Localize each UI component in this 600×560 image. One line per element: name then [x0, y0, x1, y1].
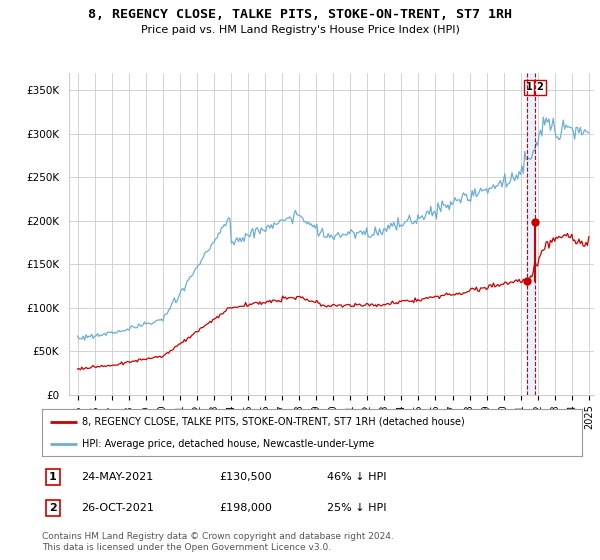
Text: 46% ↓ HPI: 46% ↓ HPI	[327, 472, 386, 482]
Text: £130,500: £130,500	[219, 472, 272, 482]
Text: Price paid vs. HM Land Registry's House Price Index (HPI): Price paid vs. HM Land Registry's House …	[140, 25, 460, 35]
Text: 1: 1	[526, 82, 533, 92]
Text: 1: 1	[49, 472, 56, 482]
Bar	[527, 73, 535, 395]
Text: Contains HM Land Registry data © Crown copyright and database right 2024.
This d: Contains HM Land Registry data © Crown c…	[42, 531, 394, 553]
Text: 26-OCT-2021: 26-OCT-2021	[81, 503, 154, 513]
Text: HPI: Average price, detached house, Newcastle-under-Lyme: HPI: Average price, detached house, Newc…	[83, 438, 375, 449]
Text: 2: 2	[49, 503, 56, 513]
Text: 24-MAY-2021: 24-MAY-2021	[81, 472, 153, 482]
Text: 8, REGENCY CLOSE, TALKE PITS, STOKE-ON-TRENT, ST7 1RH: 8, REGENCY CLOSE, TALKE PITS, STOKE-ON-T…	[88, 8, 512, 21]
Text: 2: 2	[536, 82, 543, 92]
Text: 8, REGENCY CLOSE, TALKE PITS, STOKE-ON-TRENT, ST7 1RH (detached house): 8, REGENCY CLOSE, TALKE PITS, STOKE-ON-T…	[83, 417, 465, 427]
Text: 25% ↓ HPI: 25% ↓ HPI	[327, 503, 386, 513]
Text: £198,000: £198,000	[219, 503, 272, 513]
